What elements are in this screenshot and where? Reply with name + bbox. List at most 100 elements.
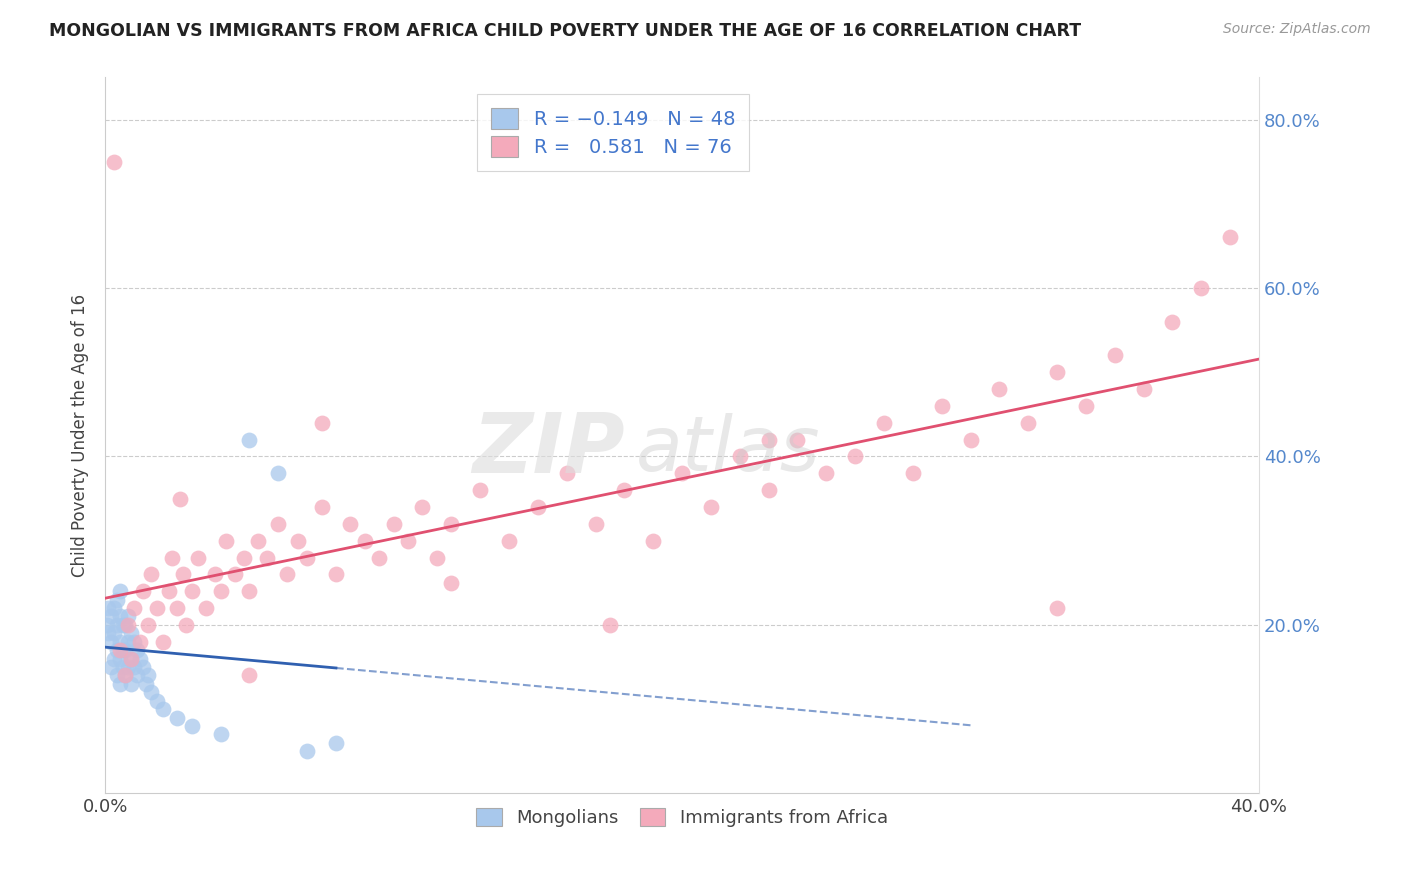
Point: [599, 618, 621, 632]
Point: [931, 399, 953, 413]
Point: [141, 685, 163, 699]
Point: [1219, 230, 1241, 244]
Point: [411, 500, 433, 514]
Point: [287, 533, 309, 548]
Point: [166, 601, 188, 615]
Point: [111, 618, 134, 632]
Point: [108, 651, 131, 665]
Point: [311, 416, 333, 430]
Text: atlas: atlas: [636, 413, 821, 487]
Point: [103, 651, 125, 665]
Point: [114, 643, 136, 657]
Point: [132, 660, 155, 674]
Point: [1132, 382, 1154, 396]
Point: [114, 668, 136, 682]
Point: [96, 618, 118, 632]
Point: [108, 609, 131, 624]
Point: [613, 483, 636, 497]
Point: [117, 609, 139, 624]
Point: [180, 584, 202, 599]
Point: [100, 609, 122, 624]
Point: [146, 694, 169, 708]
Point: [700, 500, 723, 514]
Point: [256, 550, 278, 565]
Point: [108, 643, 131, 657]
Point: [117, 618, 139, 632]
Point: [105, 643, 128, 657]
Point: [498, 533, 520, 548]
Point: [396, 533, 419, 548]
Point: [117, 660, 139, 674]
Point: [353, 533, 375, 548]
Point: [844, 450, 866, 464]
Point: [138, 618, 160, 632]
Point: [988, 382, 1011, 396]
Point: [1104, 348, 1126, 362]
Point: [382, 516, 405, 531]
Point: [105, 618, 128, 632]
Point: [111, 643, 134, 657]
Point: [138, 668, 160, 682]
Point: [125, 668, 148, 682]
Point: [141, 567, 163, 582]
Point: [152, 634, 174, 648]
Point: [120, 651, 142, 665]
Point: [108, 634, 131, 648]
Point: [122, 660, 145, 674]
Point: [786, 433, 808, 447]
Point: [103, 601, 125, 615]
Point: [128, 651, 150, 665]
Point: [120, 651, 142, 665]
Text: MONGOLIAN VS IMMIGRANTS FROM AFRICA CHILD POVERTY UNDER THE AGE OF 16 CORRELATIO: MONGOLIAN VS IMMIGRANTS FROM AFRICA CHIL…: [49, 22, 1081, 40]
Point: [105, 592, 128, 607]
Point: [174, 618, 197, 632]
Point: [97, 601, 120, 615]
Point: [114, 618, 136, 632]
Point: [758, 433, 780, 447]
Point: [180, 719, 202, 733]
Point: [100, 660, 122, 674]
Point: [215, 533, 238, 548]
Point: [585, 516, 607, 531]
Point: [470, 483, 492, 497]
Point: [339, 516, 361, 531]
Point: [728, 450, 751, 464]
Point: [1189, 281, 1212, 295]
Point: [671, 467, 693, 481]
Point: [125, 643, 148, 657]
Point: [204, 567, 226, 582]
Point: [122, 634, 145, 648]
Point: [440, 575, 463, 590]
Point: [295, 744, 318, 758]
Point: [325, 567, 347, 582]
Point: [114, 668, 136, 682]
Point: [169, 491, 191, 506]
Point: [758, 483, 780, 497]
Point: [128, 634, 150, 648]
Point: [1046, 365, 1069, 379]
Point: [132, 584, 155, 599]
Point: [959, 433, 981, 447]
Legend: Mongolians, Immigrants from Africa: Mongolians, Immigrants from Africa: [470, 801, 896, 834]
Point: [157, 584, 180, 599]
Point: [172, 567, 194, 582]
Y-axis label: Child Poverty Under the Age of 16: Child Poverty Under the Age of 16: [72, 293, 89, 577]
Point: [247, 533, 270, 548]
Point: [232, 550, 254, 565]
Point: [901, 467, 924, 481]
Point: [108, 584, 131, 599]
Point: [815, 467, 838, 481]
Point: [111, 660, 134, 674]
Text: ZIP: ZIP: [472, 409, 624, 491]
Point: [1161, 315, 1184, 329]
Point: [440, 516, 463, 531]
Point: [100, 634, 122, 648]
Point: [238, 584, 260, 599]
Point: [103, 626, 125, 640]
Point: [325, 736, 347, 750]
Point: [146, 601, 169, 615]
Point: [152, 702, 174, 716]
Point: [1017, 416, 1039, 430]
Point: [120, 677, 142, 691]
Point: [527, 500, 550, 514]
